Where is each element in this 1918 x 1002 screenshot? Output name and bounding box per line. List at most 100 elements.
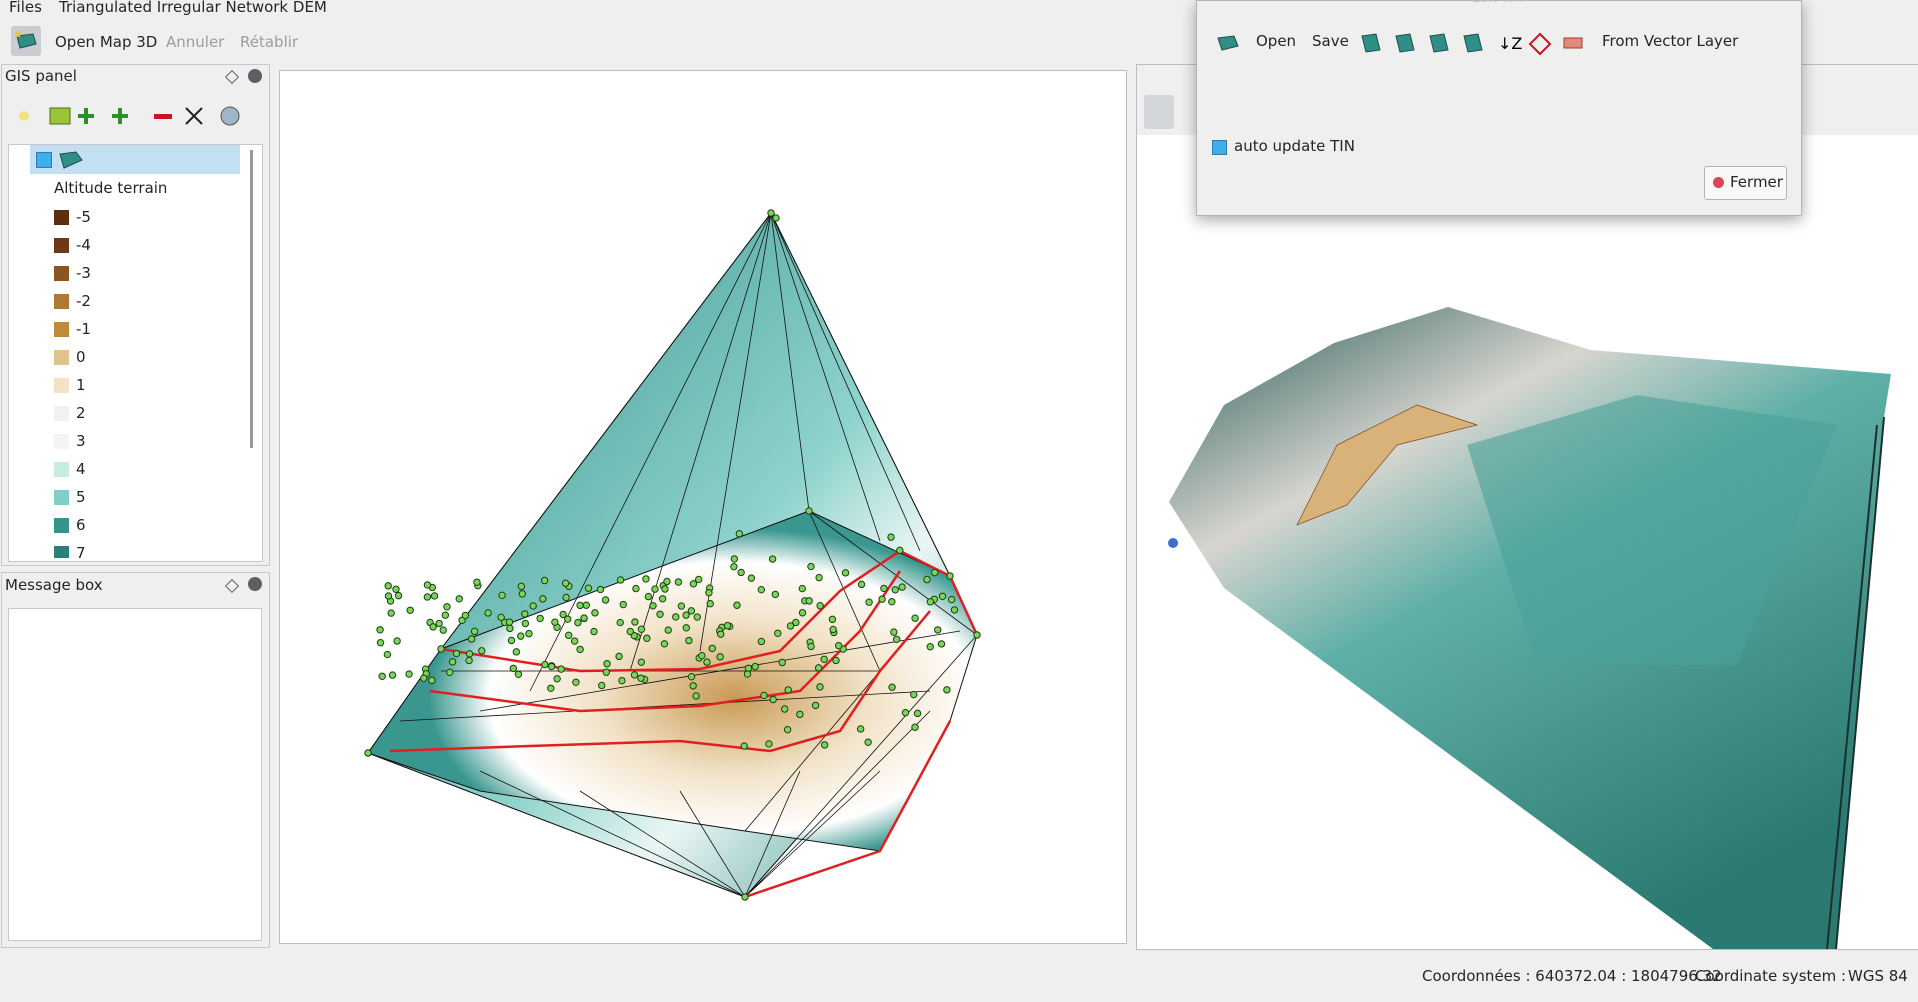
tin-node [658, 595, 667, 603]
tin-node [946, 572, 954, 580]
tin-node [601, 596, 610, 604]
tin-node [814, 664, 823, 672]
tin-node [591, 609, 599, 617]
tin-node [765, 740, 773, 748]
auto-update-label[interactable]: auto update TIN [1234, 137, 1355, 155]
tin-node [660, 640, 669, 648]
tin-node [807, 642, 815, 651]
legend-item: 5 [54, 485, 86, 509]
legend-item: -5 [54, 205, 91, 229]
legend: -5 -4 -3 -2 -1 0 1 2 3 4 5 6 7 [54, 205, 234, 558]
tin-node [505, 618, 514, 626]
tin-node [816, 683, 824, 691]
scrollbar[interactable] [250, 150, 253, 448]
layer-icon [59, 151, 83, 169]
map3d-button-icon[interactable] [11, 26, 41, 56]
tin-node [576, 601, 584, 610]
tin-node [429, 623, 437, 631]
tin-node [439, 626, 447, 634]
tin-node [525, 629, 533, 638]
close-button[interactable] [248, 577, 262, 591]
tin-node [737, 568, 745, 577]
from-vector-layer[interactable]: From Vector Layer [1602, 32, 1739, 50]
tin-node [772, 214, 780, 222]
message-box-title: Message box [5, 576, 103, 594]
legend-item: 0 [54, 345, 86, 369]
menu-tin[interactable]: Triangulated Irregular Network DEM [59, 0, 327, 16]
dialog-title: Edit TIN [1472, 0, 1523, 6]
tin-node [832, 656, 840, 665]
tin-node [703, 658, 711, 666]
tin-node [780, 705, 789, 713]
tin-node [792, 618, 800, 627]
tin-node [580, 614, 588, 622]
tin-node [643, 634, 651, 642]
open-map-3d[interactable]: Open Map 3D [55, 33, 158, 51]
legend-item: 4 [54, 457, 86, 481]
close-dialog-label[interactable]: Fermer [1730, 173, 1783, 191]
menu-files[interactable]: Files [9, 0, 42, 16]
tin-node [950, 606, 959, 614]
tin-node [642, 575, 650, 583]
layer-title: Altitude terrain [54, 179, 168, 197]
layer-checkbox[interactable] [36, 152, 52, 168]
save-button[interactable]: Save [1312, 32, 1349, 50]
tin-node [574, 618, 582, 627]
map-view[interactable] [279, 70, 1127, 944]
coordinates: Coordonnées : 640372.04 : 1804796.32 [1422, 967, 1722, 985]
auto-update-checkbox[interactable] [1212, 140, 1227, 155]
tin-node [705, 589, 713, 597]
tin-node [435, 619, 443, 628]
tin-node [841, 569, 850, 577]
tin-node [551, 618, 559, 626]
tin-node [878, 595, 886, 603]
tin-node [521, 610, 529, 618]
undo[interactable]: Annuler [166, 33, 225, 51]
tin-node [689, 580, 698, 588]
tin-node [730, 555, 739, 563]
close-button[interactable] [248, 69, 262, 83]
tin-node [521, 619, 530, 628]
tin-node [615, 652, 623, 661]
legend-swatch [54, 461, 69, 477]
tin-node [467, 635, 476, 643]
open-button[interactable]: Open [1256, 32, 1297, 50]
tin-node [708, 644, 716, 653]
tin-node [540, 576, 549, 585]
tin-node [757, 637, 766, 646]
legend-swatch [54, 209, 69, 225]
legend-item: -4 [54, 233, 91, 257]
tin-node [887, 533, 895, 541]
close-icon [1713, 177, 1724, 188]
tin-node [778, 658, 786, 667]
tin-node [695, 575, 703, 584]
tin-node [747, 574, 756, 582]
tin-node [931, 568, 939, 577]
tin-node [536, 614, 544, 623]
tin-node [820, 655, 828, 663]
tin-node [448, 658, 457, 666]
tin-node [376, 626, 384, 634]
tin-node [626, 627, 634, 636]
tin-node [743, 670, 752, 678]
tin-node [798, 584, 806, 593]
tin-node [768, 555, 777, 563]
tin-node [910, 690, 918, 699]
tin-node [774, 629, 782, 637]
redo[interactable]: Rétablir [240, 33, 299, 51]
tin-node [771, 590, 780, 599]
tin-node [687, 672, 696, 681]
tin-node [661, 585, 669, 593]
edit-tin-dialog [1196, 0, 1802, 216]
legend-item: 7 [54, 541, 86, 558]
tin-node [735, 530, 744, 538]
tin-node [518, 590, 526, 598]
tin-node [541, 660, 549, 669]
coordinate-system-label: Coordinate system : [1695, 967, 1847, 985]
tin-node [603, 660, 611, 668]
tin-node [557, 665, 565, 673]
tin-node [805, 597, 813, 605]
tin-node [570, 637, 579, 645]
tin-node [687, 607, 696, 615]
legend-label: 3 [76, 432, 86, 450]
